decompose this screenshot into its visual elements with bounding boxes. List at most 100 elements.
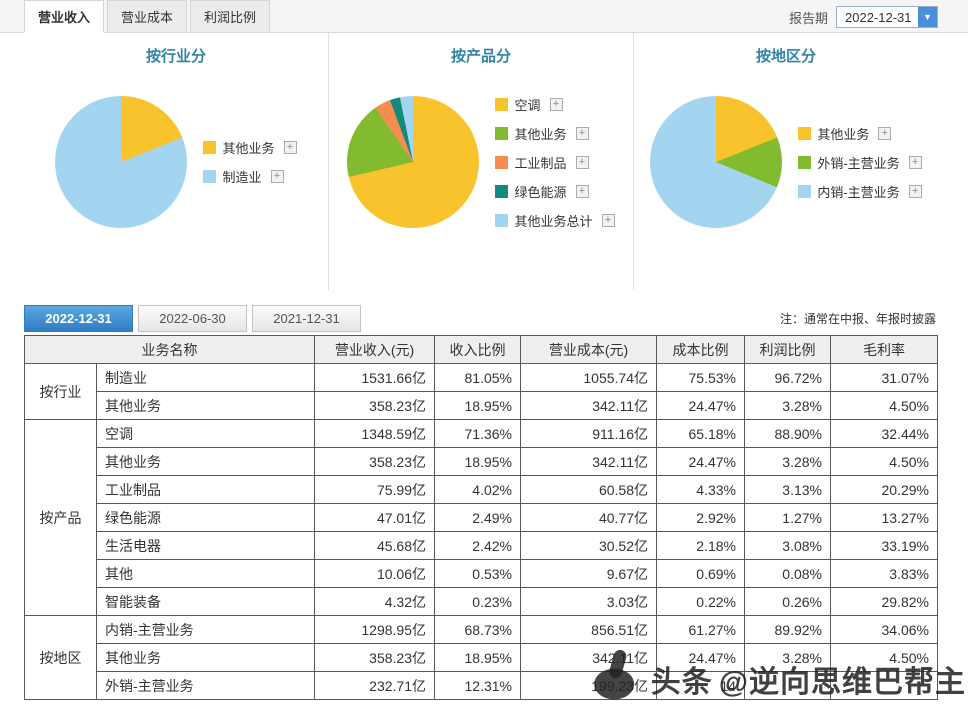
legend-label: 其他业务: [514, 126, 567, 142]
legend-add-button[interactable]: +: [549, 97, 563, 111]
chart-legend: 其他业务 + 制造业 +: [203, 138, 297, 186]
legend-add-button[interactable]: +: [908, 155, 922, 169]
legend-add-button[interactable]: +: [601, 213, 615, 227]
value-cell: 232.71亿: [314, 671, 435, 700]
value-cell: 12.31%: [434, 671, 521, 700]
legend-add-button[interactable]: +: [283, 141, 297, 154]
legend-item: 外销-主营业务 +: [798, 153, 922, 172]
date-tab-2021-12-31[interactable]: 2021-12-31: [252, 305, 361, 332]
table-header-cell: 毛利率: [830, 335, 938, 364]
value-cell: 342.11亿: [520, 391, 657, 420]
table-header-cell: 成本比例: [656, 335, 745, 364]
legend-item: 工业制品 +: [495, 153, 614, 172]
business-name-cell: 生活电器: [96, 531, 315, 560]
chart-panel: 按产品分 空调 + 其他业务 + 工业制品 + 绿色能源 + 其他业务总计 +: [329, 33, 634, 290]
tab-operating-cost[interactable]: 营业成本: [107, 0, 188, 32]
value-cell: 3.83%: [830, 559, 938, 588]
value-cell: 0.22%: [656, 587, 745, 616]
value-cell: 0.08%: [744, 559, 831, 588]
report-period-select[interactable]: 2022-12-31 ▼: [836, 6, 938, 28]
table-row: 按行业 制造业 1531.66亿 81.05% 1055.74亿 75.53% 96.72%…: [24, 363, 938, 420]
group-cell: 按地区: [24, 615, 97, 700]
chart-body: 空调 + 其他业务 + 工业制品 + 绿色能源 + 其他业务总计 +: [329, 87, 633, 237]
value-cell: 1531.66亿: [314, 363, 435, 392]
charts-section: 按行业分 其他业务 + 制造业 + 按产品分 空调 + 其他业务 + 工业制品 + 绿色能源 + 其他业务总…: [24, 33, 938, 290]
date-tab-2022-12-31[interactable]: 2022-12-31: [24, 305, 133, 332]
table-header-row: 业务名称 营业收入(元) 收入比例 营业成本(元) 成本比例 利润比例 毛利率: [24, 335, 938, 364]
value-cell: 0.26%: [744, 587, 831, 616]
value-cell: 4.50%: [830, 643, 938, 672]
legend-label: 其他业务: [222, 141, 275, 156]
legend-swatch: [495, 97, 509, 111]
tab-operating-revenue[interactable]: 营业收入: [24, 0, 105, 33]
value-cell: 75.53%: [656, 363, 745, 392]
value-cell: 32.44%: [830, 419, 938, 448]
value-cell: 358.23亿: [314, 391, 435, 420]
value-cell: 1.27%: [744, 503, 831, 532]
value-cell: 199.23亿: [520, 671, 657, 700]
legend-item: 空调 +: [495, 95, 614, 114]
table-row: 生活电器 45.68亿 2.42% 30.52亿 2.18% 3.08% 33.19%: [25, 531, 938, 560]
report-period: 报告期 2022-12-31 ▼: [789, 6, 938, 28]
value-cell: 81.05%: [434, 363, 521, 392]
value-cell: 0.53%: [434, 559, 521, 588]
value-cell: 856.51亿: [520, 615, 657, 644]
legend-label: 外销-主营业务: [817, 155, 900, 171]
value-cell: 33.19%: [830, 531, 938, 560]
value-cell: 342.11亿: [520, 447, 657, 476]
value-cell: 3.03亿: [520, 587, 657, 616]
legend-item: 其他业务 +: [798, 124, 921, 143]
value-cell: 3.28%: [744, 391, 831, 420]
legend-add-button[interactable]: +: [908, 184, 922, 198]
value-cell: 20.29%: [830, 475, 938, 504]
legend-swatch: [495, 126, 509, 140]
chart-title: 按行业分: [145, 48, 206, 65]
business-name-cell: 智能装备: [96, 587, 315, 616]
value-cell: 342.11亿: [520, 643, 657, 672]
legend-add-button[interactable]: +: [575, 126, 589, 140]
value-cell: 60.58亿: [520, 475, 657, 504]
legend-item: 其他业务 +: [203, 138, 297, 157]
legend-add-button[interactable]: +: [575, 184, 589, 198]
legend-item: 其他业务总计 +: [495, 211, 615, 230]
value-cell: 1348.59亿: [314, 419, 435, 448]
legend-item: 制造业 +: [203, 167, 296, 186]
table-row: 智能装备 4.32亿 0.23% 3.03亿 0.22% 0.26% 29.82%: [25, 587, 938, 616]
legend-label: 其他业务: [817, 126, 870, 142]
tab-profit-ratio[interactable]: 利润比例: [190, 0, 271, 32]
value-cell: 358.23亿: [314, 447, 435, 476]
value-cell: 2.49%: [434, 503, 521, 532]
value-cell: 4.02%: [434, 475, 521, 504]
value-cell: 3.08%: [744, 531, 831, 560]
business-name-cell: 其他业务: [96, 447, 315, 476]
value-cell: 34.06%: [830, 615, 938, 644]
value-cell: 2.92%: [656, 503, 745, 532]
chart-panel: 按地区分 其他业务 + 外销-主营业务 + 内销-主营业务 +: [634, 33, 938, 290]
table-row: 其他业务 358.23亿 18.95% 342.11亿 24.47% 3.28% 4.50%: [25, 391, 938, 420]
value-cell: 75.99亿: [314, 475, 435, 504]
value-cell: 31.07%: [830, 363, 938, 392]
date-tab-row: 2022-12-31 2022-06-30 2021-12-31 注：通常在中报…: [24, 304, 938, 332]
legend-label: 其他业务总计: [514, 213, 593, 229]
table-row: 按地区 内销-主营业务 1298.95亿 68.73% 856.51亿 61.27% 89.…: [24, 615, 938, 700]
chart-title: 按产品分: [450, 48, 511, 65]
pie-chart: [55, 96, 188, 228]
value-cell: 65.18%: [656, 419, 745, 448]
chevron-down-icon[interactable]: ▼: [918, 7, 937, 27]
table-header-cell: 收入比例: [434, 335, 521, 364]
date-tab-2022-06-30[interactable]: 2022-06-30: [138, 305, 247, 332]
legend-add-button[interactable]: +: [270, 170, 284, 183]
legend-label: 工业制品: [514, 155, 567, 171]
chart-body: 其他业务 + 制造业 +: [24, 87, 328, 237]
table-header-cell: 利润比例: [744, 335, 831, 364]
value-cell: 24.47%: [656, 391, 745, 420]
value-cell: 71.36%: [434, 419, 521, 448]
value-cell: 0.69%: [656, 559, 745, 588]
legend-label: 制造业: [222, 170, 262, 185]
legend-item: 内销-主营业务 +: [798, 182, 922, 201]
value-cell: 30.52亿: [520, 531, 657, 560]
legend-add-button[interactable]: +: [575, 155, 589, 169]
business-name-cell: 工业制品: [96, 475, 315, 504]
value-cell: 40.77亿: [520, 503, 657, 532]
legend-add-button[interactable]: +: [878, 126, 892, 140]
